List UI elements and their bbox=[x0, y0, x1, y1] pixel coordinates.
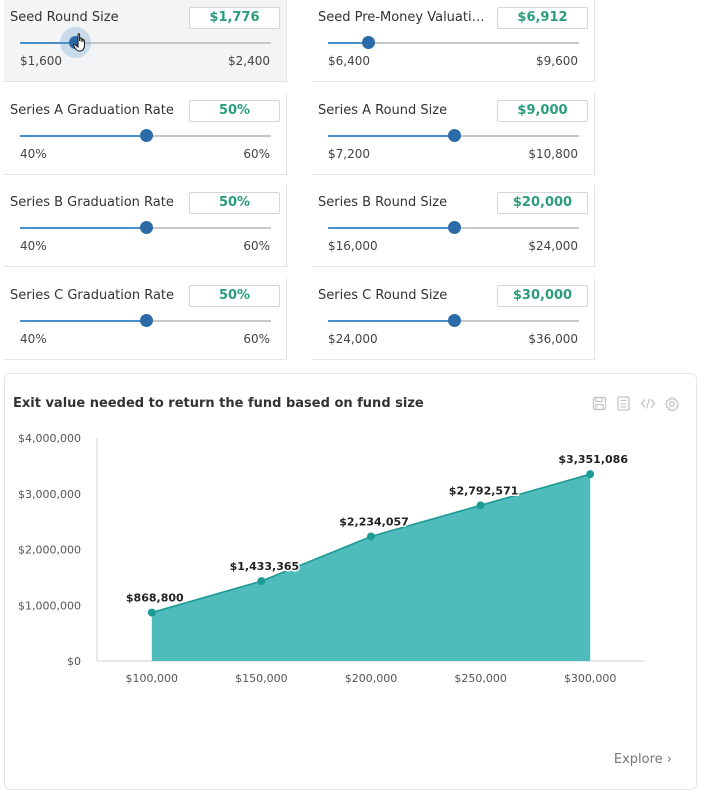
slider-max-label: $9,600 bbox=[536, 54, 578, 68]
slider-min-label: 40% bbox=[20, 147, 47, 161]
slider-track[interactable] bbox=[20, 27, 271, 58]
slider-min-label: $6,400 bbox=[328, 54, 370, 68]
data-point bbox=[476, 501, 485, 510]
x-tick-label: $100,000 bbox=[126, 672, 179, 685]
data-label: $868,800 bbox=[126, 592, 184, 605]
code-icon[interactable] bbox=[639, 395, 656, 412]
slider-value-input[interactable]: $20,000 bbox=[497, 192, 588, 214]
x-tick-label: $150,000 bbox=[235, 672, 288, 685]
slider-track[interactable] bbox=[20, 129, 271, 142]
slider-fill bbox=[328, 135, 454, 137]
explore-link[interactable]: Explore › bbox=[613, 752, 672, 767]
slider-min-label: $16,000 bbox=[328, 239, 378, 253]
slider-value-input[interactable]: 50% bbox=[189, 192, 280, 214]
slider-label: Series B Graduation Rate bbox=[10, 195, 174, 210]
slider-panel-series-a-graduation-rate: Series A Graduation Rate 50% 40% 60% bbox=[4, 93, 287, 175]
slider-fill bbox=[20, 320, 146, 322]
data-label: $1,433,365 bbox=[230, 560, 300, 573]
slider-max-label: 60% bbox=[243, 147, 270, 161]
data-point bbox=[147, 608, 156, 617]
slider-fill bbox=[20, 42, 76, 44]
slider-label: Seed Round Size bbox=[10, 10, 119, 25]
slider-track[interactable] bbox=[328, 129, 579, 142]
slider-knob[interactable] bbox=[139, 129, 153, 142]
slider-panel-series-a-round-size: Series A Round Size $9,000 $7,200 $10,80… bbox=[312, 93, 595, 175]
slider-min-label: 40% bbox=[20, 332, 47, 346]
series-layer: $868,800 $1,433,365 $2,234,057 $2,792,571 $3… bbox=[124, 452, 630, 661]
data-point bbox=[586, 470, 595, 479]
y-tick-label: $4,000,000 bbox=[18, 432, 81, 445]
save-icon[interactable] bbox=[591, 395, 608, 412]
slider-value-input[interactable]: $9,000 bbox=[497, 100, 588, 122]
slider-label: Series A Round Size bbox=[318, 103, 448, 118]
slider-value-input[interactable]: $6,912 bbox=[497, 7, 588, 29]
chart-toolbar bbox=[591, 395, 680, 412]
slider-value-input[interactable]: $30,000 bbox=[497, 285, 588, 307]
chart-title: Exit value needed to return the fund bas… bbox=[13, 396, 424, 411]
slider-value-input[interactable]: 50% bbox=[189, 100, 280, 122]
data-point bbox=[367, 532, 375, 541]
slider-fill bbox=[328, 320, 454, 322]
slider-max-label: 60% bbox=[243, 332, 270, 346]
slider-panel-series-c-graduation-rate: Series C Graduation Rate 50% 40% 60% bbox=[4, 278, 287, 360]
slider-min-label: $1,600 bbox=[20, 54, 62, 68]
slider-label: Series A Graduation Rate bbox=[10, 103, 174, 118]
area-chart: $0 $1,000,000 $2,000,000 $3,000,000 $4,000,0… bbox=[18, 432, 645, 685]
slider-min-label: $24,000 bbox=[328, 332, 378, 346]
slider-value-input[interactable]: 50% bbox=[189, 285, 280, 307]
slider-track[interactable] bbox=[20, 314, 271, 327]
x-tick-label: $250,000 bbox=[454, 672, 507, 685]
slider-knob[interactable] bbox=[139, 221, 153, 234]
slider-knob[interactable] bbox=[139, 314, 153, 327]
slider-panel-series-b-round-size: Series B Round Size $20,000 $16,000 $24,… bbox=[312, 185, 595, 267]
chart-card: Exit value needed to return the fund bas… bbox=[4, 373, 697, 790]
hand-cursor-icon bbox=[73, 33, 89, 57]
slider-label: Series C Round Size bbox=[318, 288, 448, 303]
slider-knob[interactable] bbox=[447, 221, 461, 234]
slider-value-input[interactable]: $1,776 bbox=[189, 7, 280, 29]
x-tick-label: $200,000 bbox=[345, 672, 398, 685]
data-label: $2,792,571 bbox=[449, 484, 519, 497]
slider-panel-series-b-graduation-rate: Series B Graduation Rate 50% 40% 60% bbox=[4, 185, 287, 267]
slider-knob[interactable] bbox=[447, 314, 461, 327]
slider-knob[interactable] bbox=[447, 129, 461, 142]
y-axis: $0 $1,000,000 $2,000,000 $3,000,000 $4,000,0… bbox=[18, 432, 98, 668]
y-tick-label: $2,000,000 bbox=[18, 544, 81, 557]
x-tick-label: $300,000 bbox=[564, 672, 617, 685]
slider-knob[interactable] bbox=[362, 36, 376, 49]
settings-icon[interactable] bbox=[663, 395, 680, 412]
slider-max-label: $36,000 bbox=[528, 332, 578, 346]
slider-label: Series B Round Size bbox=[318, 195, 448, 210]
slider-max-label: $2,400 bbox=[228, 54, 270, 68]
slider-label: Series C Graduation Rate bbox=[10, 288, 175, 303]
data-point bbox=[257, 577, 266, 586]
slider-fill bbox=[328, 42, 369, 44]
slider-label: Seed Pre-Money Valuati… bbox=[318, 10, 485, 25]
slider-min-label: $7,200 bbox=[328, 147, 370, 161]
slider-max-label: 60% bbox=[243, 239, 270, 253]
slider-track[interactable] bbox=[328, 221, 579, 234]
slider-min-label: 40% bbox=[20, 239, 47, 253]
slider-panel-series-c-round-size: Series C Round Size $30,000 $24,000 $36,… bbox=[312, 278, 595, 360]
slider-panel-seed-pre-money-valuation: Seed Pre-Money Valuati… $6,912 $6,400 $9… bbox=[312, 0, 595, 82]
slider-track[interactable] bbox=[328, 36, 579, 49]
data-label: $2,234,057 bbox=[339, 515, 409, 528]
slider-fill bbox=[20, 227, 146, 229]
calculator-icon[interactable] bbox=[615, 395, 632, 412]
slider-track[interactable] bbox=[20, 221, 271, 234]
slider-track[interactable] bbox=[328, 314, 579, 327]
y-tick-label: $0 bbox=[67, 655, 81, 668]
y-tick-label: $3,000,000 bbox=[18, 488, 81, 501]
x-axis: $100,000 $150,000 $200,000 $250,000 $300,000 bbox=[97, 660, 645, 685]
y-tick-label: $1,000,000 bbox=[18, 599, 81, 612]
area-fill bbox=[151, 474, 591, 661]
slider-max-label: $10,800 bbox=[528, 147, 578, 161]
slider-fill bbox=[328, 227, 454, 229]
slider-fill bbox=[20, 135, 146, 137]
slider-panel-seed-round-size: Seed Round Size $1,776 $1,600 $2,400 bbox=[4, 0, 287, 82]
data-label: $3,351,086 bbox=[558, 453, 628, 466]
slider-max-label: $24,000 bbox=[528, 239, 578, 253]
